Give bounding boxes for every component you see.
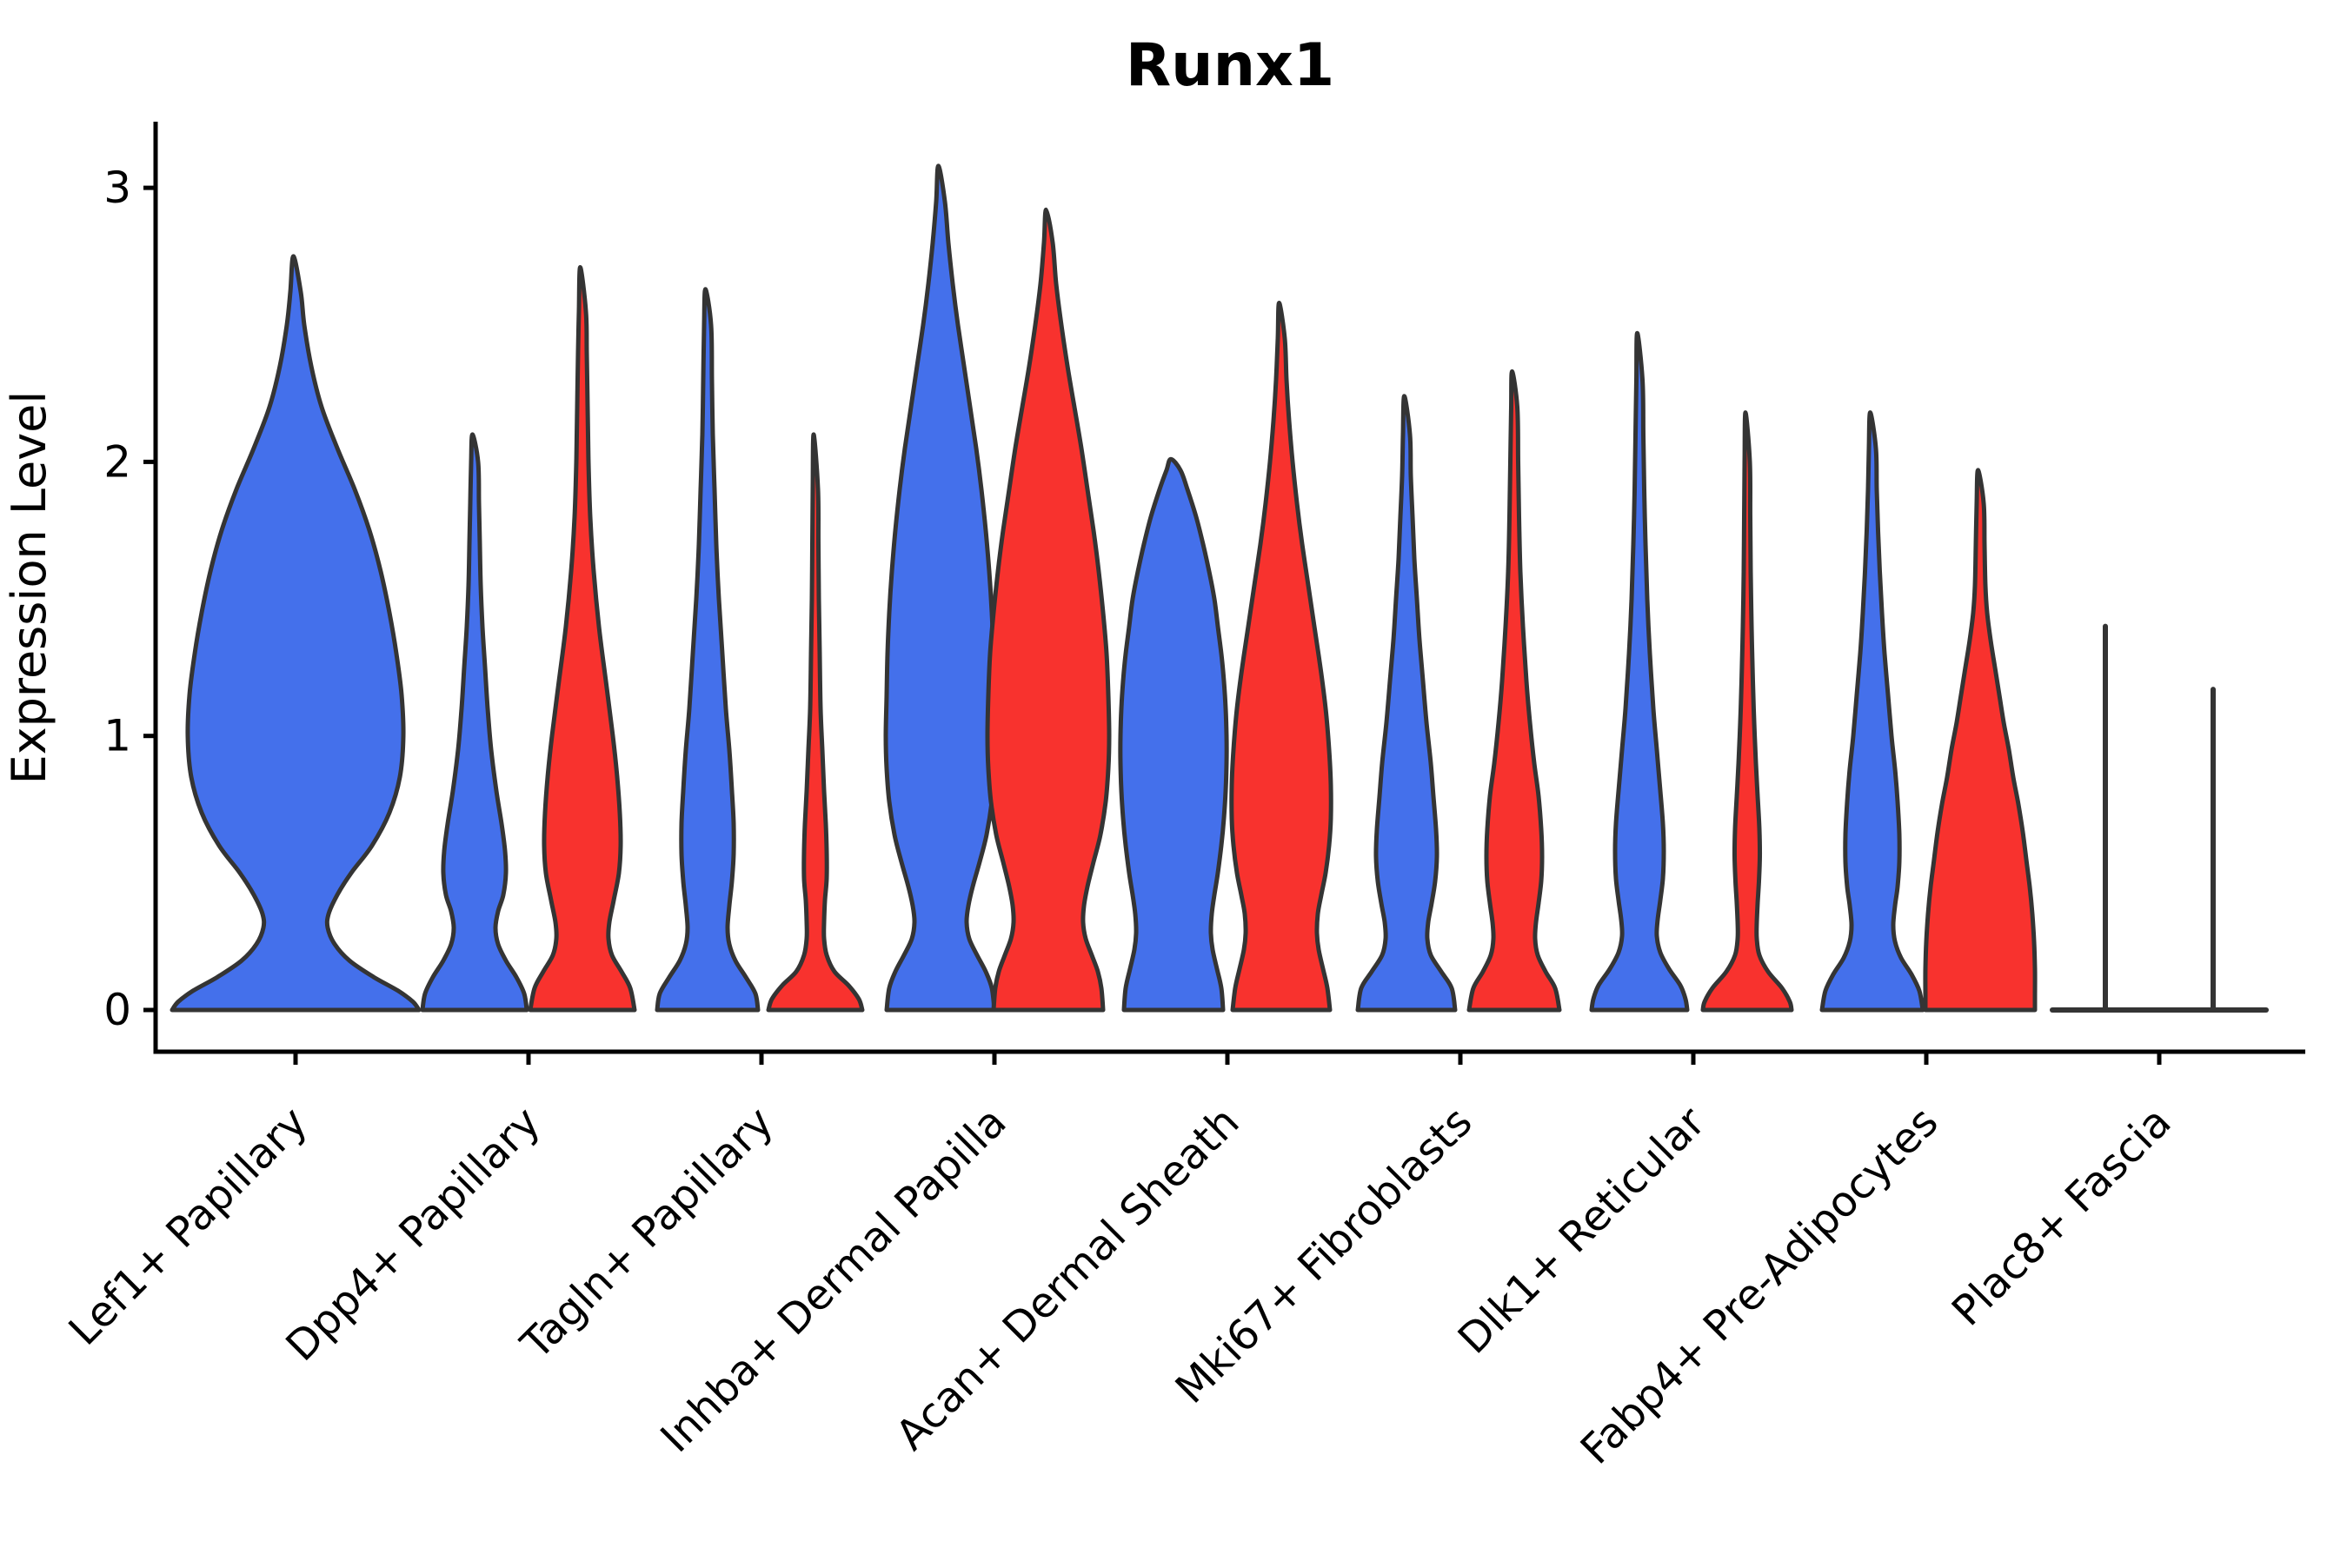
violin-red (1923, 468, 2038, 1013)
y-tick-label: 0 (103, 985, 131, 1035)
y-tick-label: 3 (103, 163, 131, 213)
violin-blue (420, 432, 529, 1013)
violin-blue (655, 287, 761, 1013)
x-tick-label: Dlk1+ Reticular (1449, 1098, 1715, 1364)
violin-blue (170, 254, 422, 1013)
violin-blue (1589, 330, 1690, 1013)
axes (143, 122, 2305, 1065)
violin-red (528, 265, 637, 1013)
violin-red (1466, 369, 1562, 1013)
y-tick-label: 2 (103, 436, 131, 487)
violin-blue (1819, 410, 1925, 1013)
violin-red (1700, 410, 1794, 1013)
x-tick-label: Tagln+ Papillary (511, 1098, 782, 1369)
violin-red (766, 432, 865, 1013)
violin-blue (883, 163, 998, 1013)
violin-blue (1118, 456, 1229, 1013)
y-tick-label: 1 (103, 711, 131, 761)
y-axis-label: Expression Level (2, 391, 57, 785)
violin-red (1229, 301, 1333, 1013)
x-tick-label: Plac8+ Fascia (1943, 1098, 2181, 1336)
violin-red (985, 207, 1112, 1013)
x-tick-label: Lef1+ Papillary (60, 1098, 317, 1355)
chart-title: Runx1 (1126, 31, 1334, 100)
violin-blue (1355, 394, 1458, 1013)
violins (170, 163, 2269, 1013)
x-tick-label: Dpp4+ Papillary (276, 1098, 549, 1371)
